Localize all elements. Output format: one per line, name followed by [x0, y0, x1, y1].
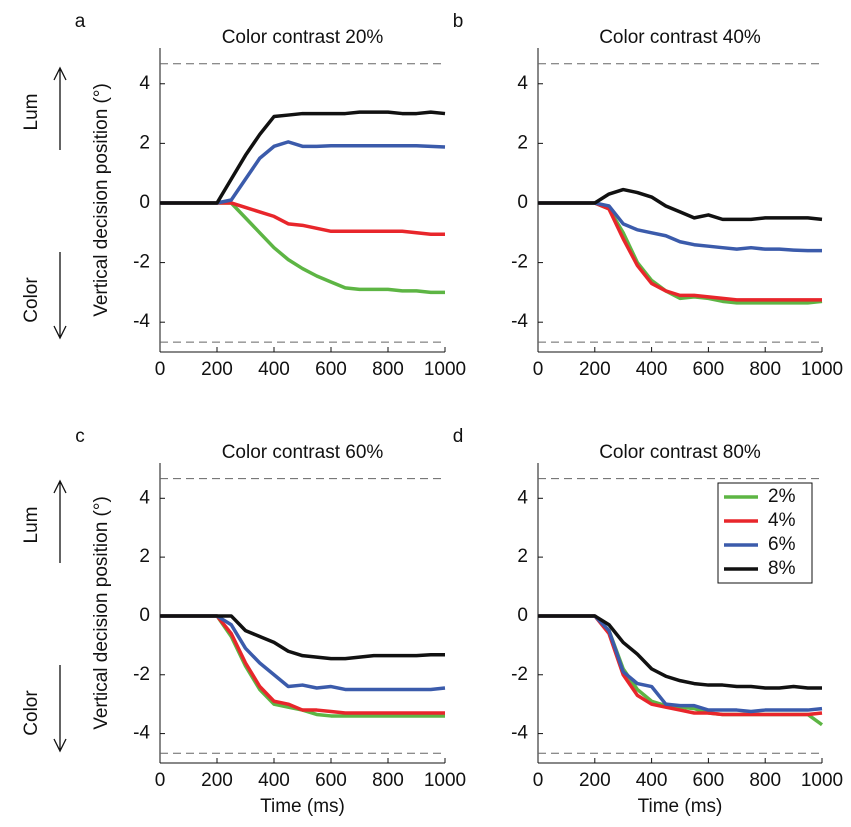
arrow — [53, 66, 67, 150]
x-tick-label: 200 — [201, 359, 233, 380]
y-tick-label: -2 — [511, 664, 528, 685]
legend-label: 6% — [768, 534, 796, 555]
y-tick-label: 4 — [517, 73, 528, 94]
annotation: Color — [21, 690, 42, 736]
x-tick-label: 800 — [372, 359, 404, 380]
y-tick-label: 2 — [139, 546, 150, 567]
data-line — [160, 614, 445, 661]
x-tick-label: 200 — [201, 770, 233, 791]
y-tick-label: 4 — [139, 73, 150, 94]
annotation: Lum — [21, 94, 42, 131]
y-tick-label: -2 — [133, 252, 150, 273]
data-line — [538, 614, 823, 717]
x-tick-label: 0 — [155, 770, 166, 791]
y-tick-label: 0 — [517, 192, 528, 213]
x-tick-label: 0 — [155, 359, 166, 380]
x-tick-label: 400 — [636, 770, 668, 791]
panel-label: c — [75, 426, 85, 447]
arrow — [53, 665, 67, 753]
arrow — [53, 479, 67, 563]
x-tick-label: 0 — [533, 359, 544, 380]
y-tick-label: 4 — [517, 487, 528, 508]
annotation: Lum — [21, 507, 42, 544]
y-tick-label: 0 — [139, 192, 150, 213]
x-tick-label: 600 — [315, 770, 347, 791]
y-axis-label: Vertical decision position (°) — [91, 83, 112, 317]
panel-label: d — [453, 426, 464, 447]
x-tick-label: 400 — [636, 359, 668, 380]
data-line — [160, 614, 446, 692]
data-line — [538, 614, 822, 690]
y-tick-label: 0 — [517, 605, 528, 626]
legend-box — [717, 482, 813, 584]
chart-title: Color contrast 20% — [222, 27, 384, 48]
data-line — [538, 187, 823, 222]
y-tick-label: 2 — [139, 132, 150, 153]
x-tick-label: 1000 — [801, 770, 843, 791]
arrow — [53, 252, 67, 340]
chart-title: Color contrast 80% — [599, 442, 761, 463]
y-tick-label: -2 — [511, 252, 528, 273]
x-tick-label: 200 — [579, 359, 611, 380]
x-tick-label: 1000 — [424, 770, 466, 791]
y-tick-label: -2 — [133, 664, 150, 685]
legend-label: 2% — [768, 486, 796, 507]
x-tick-label: 400 — [258, 770, 290, 791]
y-tick-label: -4 — [133, 723, 150, 744]
y-axis-label: Vertical decision position (°) — [91, 496, 112, 730]
y-tick-label: -4 — [511, 311, 528, 332]
panel-label: b — [453, 11, 464, 32]
x-tick-label: 600 — [693, 770, 725, 791]
data-line — [160, 201, 445, 295]
data-line — [160, 201, 445, 237]
x-tick-label: 400 — [258, 359, 290, 380]
panel-label: a — [75, 11, 86, 32]
data-line — [160, 140, 446, 205]
y-tick-label: 4 — [139, 487, 150, 508]
x-axis-label: Time (ms) — [260, 796, 345, 817]
x-tick-label: 1000 — [801, 359, 843, 380]
data-line — [160, 614, 445, 715]
x-tick-label: 600 — [315, 359, 347, 380]
y-tick-label: -4 — [133, 311, 150, 332]
x-tick-label: 800 — [749, 770, 781, 791]
x-tick-label: 1000 — [424, 359, 466, 380]
chart-title: Color contrast 60% — [222, 442, 384, 463]
y-tick-label: 0 — [139, 605, 150, 626]
x-tick-label: 600 — [693, 359, 725, 380]
data-line — [160, 110, 446, 205]
chart-title: Color contrast 40% — [599, 27, 761, 48]
x-tick-label: 0 — [533, 770, 544, 791]
annotation: Color — [21, 277, 42, 323]
x-tick-label: 800 — [372, 770, 404, 791]
y-tick-label: 2 — [517, 546, 528, 567]
data-line — [538, 614, 823, 714]
legend-label: 8% — [768, 558, 796, 579]
data-line — [160, 614, 445, 718]
x-tick-label: 800 — [749, 359, 781, 380]
y-tick-label: 2 — [517, 132, 528, 153]
y-tick-label: -4 — [511, 723, 528, 744]
x-tick-label: 200 — [579, 770, 611, 791]
legend-label: 4% — [768, 510, 796, 531]
x-axis-label: Time (ms) — [638, 796, 723, 817]
